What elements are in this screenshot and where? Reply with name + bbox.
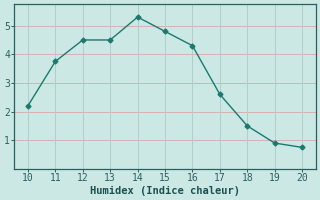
X-axis label: Humidex (Indice chaleur): Humidex (Indice chaleur) xyxy=(90,186,240,196)
